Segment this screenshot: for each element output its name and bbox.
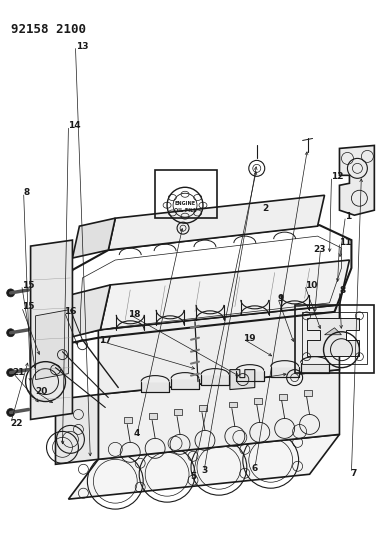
Polygon shape bbox=[201, 375, 229, 385]
Polygon shape bbox=[141, 382, 169, 392]
Circle shape bbox=[7, 329, 15, 337]
Bar bbox=[174, 409, 182, 415]
Text: 10: 10 bbox=[305, 280, 317, 289]
Text: 6: 6 bbox=[251, 464, 258, 473]
Text: 8: 8 bbox=[24, 188, 30, 197]
Polygon shape bbox=[61, 285, 110, 340]
Text: 2: 2 bbox=[262, 204, 269, 213]
Polygon shape bbox=[325, 328, 342, 335]
Text: 15: 15 bbox=[22, 280, 34, 289]
Text: 7: 7 bbox=[351, 469, 357, 478]
Bar bbox=[149, 414, 157, 419]
Polygon shape bbox=[301, 362, 328, 373]
Text: 15: 15 bbox=[22, 302, 34, 311]
Polygon shape bbox=[98, 305, 339, 394]
Text: 13: 13 bbox=[76, 42, 88, 51]
Polygon shape bbox=[30, 240, 73, 419]
Text: 12: 12 bbox=[332, 172, 344, 181]
Polygon shape bbox=[36, 310, 68, 379]
Polygon shape bbox=[56, 394, 98, 464]
Polygon shape bbox=[230, 369, 255, 390]
Text: 20: 20 bbox=[35, 387, 48, 396]
Bar bbox=[229, 401, 237, 408]
Circle shape bbox=[7, 289, 15, 297]
Polygon shape bbox=[236, 370, 264, 381]
Text: ENGINE: ENGINE bbox=[174, 201, 196, 206]
Bar bbox=[254, 398, 262, 403]
Polygon shape bbox=[306, 318, 359, 356]
Text: 16: 16 bbox=[64, 307, 77, 316]
Text: 21: 21 bbox=[12, 368, 25, 377]
Text: 23: 23 bbox=[314, 245, 326, 254]
Bar bbox=[279, 393, 287, 400]
Polygon shape bbox=[100, 260, 349, 330]
Polygon shape bbox=[108, 195, 325, 250]
Bar bbox=[124, 417, 132, 423]
Text: 1: 1 bbox=[345, 212, 351, 221]
Polygon shape bbox=[271, 367, 299, 377]
Text: 9: 9 bbox=[278, 294, 284, 303]
Text: OIL FILL: OIL FILL bbox=[174, 208, 196, 213]
Circle shape bbox=[7, 369, 15, 377]
Bar bbox=[295, 305, 374, 373]
Polygon shape bbox=[339, 146, 374, 215]
Text: 3: 3 bbox=[201, 466, 208, 475]
Text: 11: 11 bbox=[339, 238, 352, 247]
Polygon shape bbox=[68, 434, 339, 499]
Text: 14: 14 bbox=[68, 122, 81, 130]
Text: 18: 18 bbox=[128, 310, 140, 319]
Text: 22: 22 bbox=[10, 418, 23, 427]
Text: 8: 8 bbox=[339, 286, 345, 295]
Bar bbox=[301, 312, 367, 364]
Polygon shape bbox=[171, 378, 199, 389]
Circle shape bbox=[7, 408, 15, 416]
Text: 19: 19 bbox=[243, 334, 256, 343]
Bar bbox=[155, 171, 217, 218]
Bar bbox=[199, 406, 207, 411]
Bar bbox=[304, 390, 312, 395]
Polygon shape bbox=[98, 369, 339, 459]
Polygon shape bbox=[73, 218, 115, 258]
Text: 4: 4 bbox=[134, 429, 141, 438]
Text: 92158 2100: 92158 2100 bbox=[11, 23, 86, 36]
Text: 17: 17 bbox=[99, 336, 112, 345]
Text: 5: 5 bbox=[190, 472, 196, 481]
